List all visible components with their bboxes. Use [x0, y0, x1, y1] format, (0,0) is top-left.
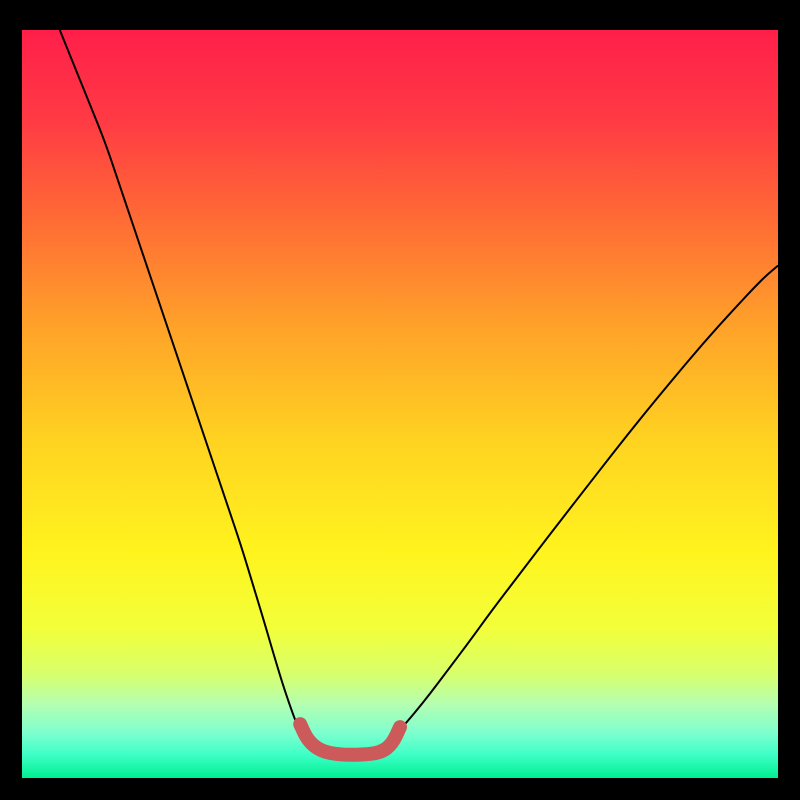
- plot-area: [22, 30, 778, 778]
- curves-layer: [22, 30, 778, 778]
- chart-frame: [0, 0, 800, 800]
- series-floor-highlight: [300, 724, 400, 755]
- series-left-curve: [60, 30, 302, 733]
- series-right-curve: [396, 266, 778, 734]
